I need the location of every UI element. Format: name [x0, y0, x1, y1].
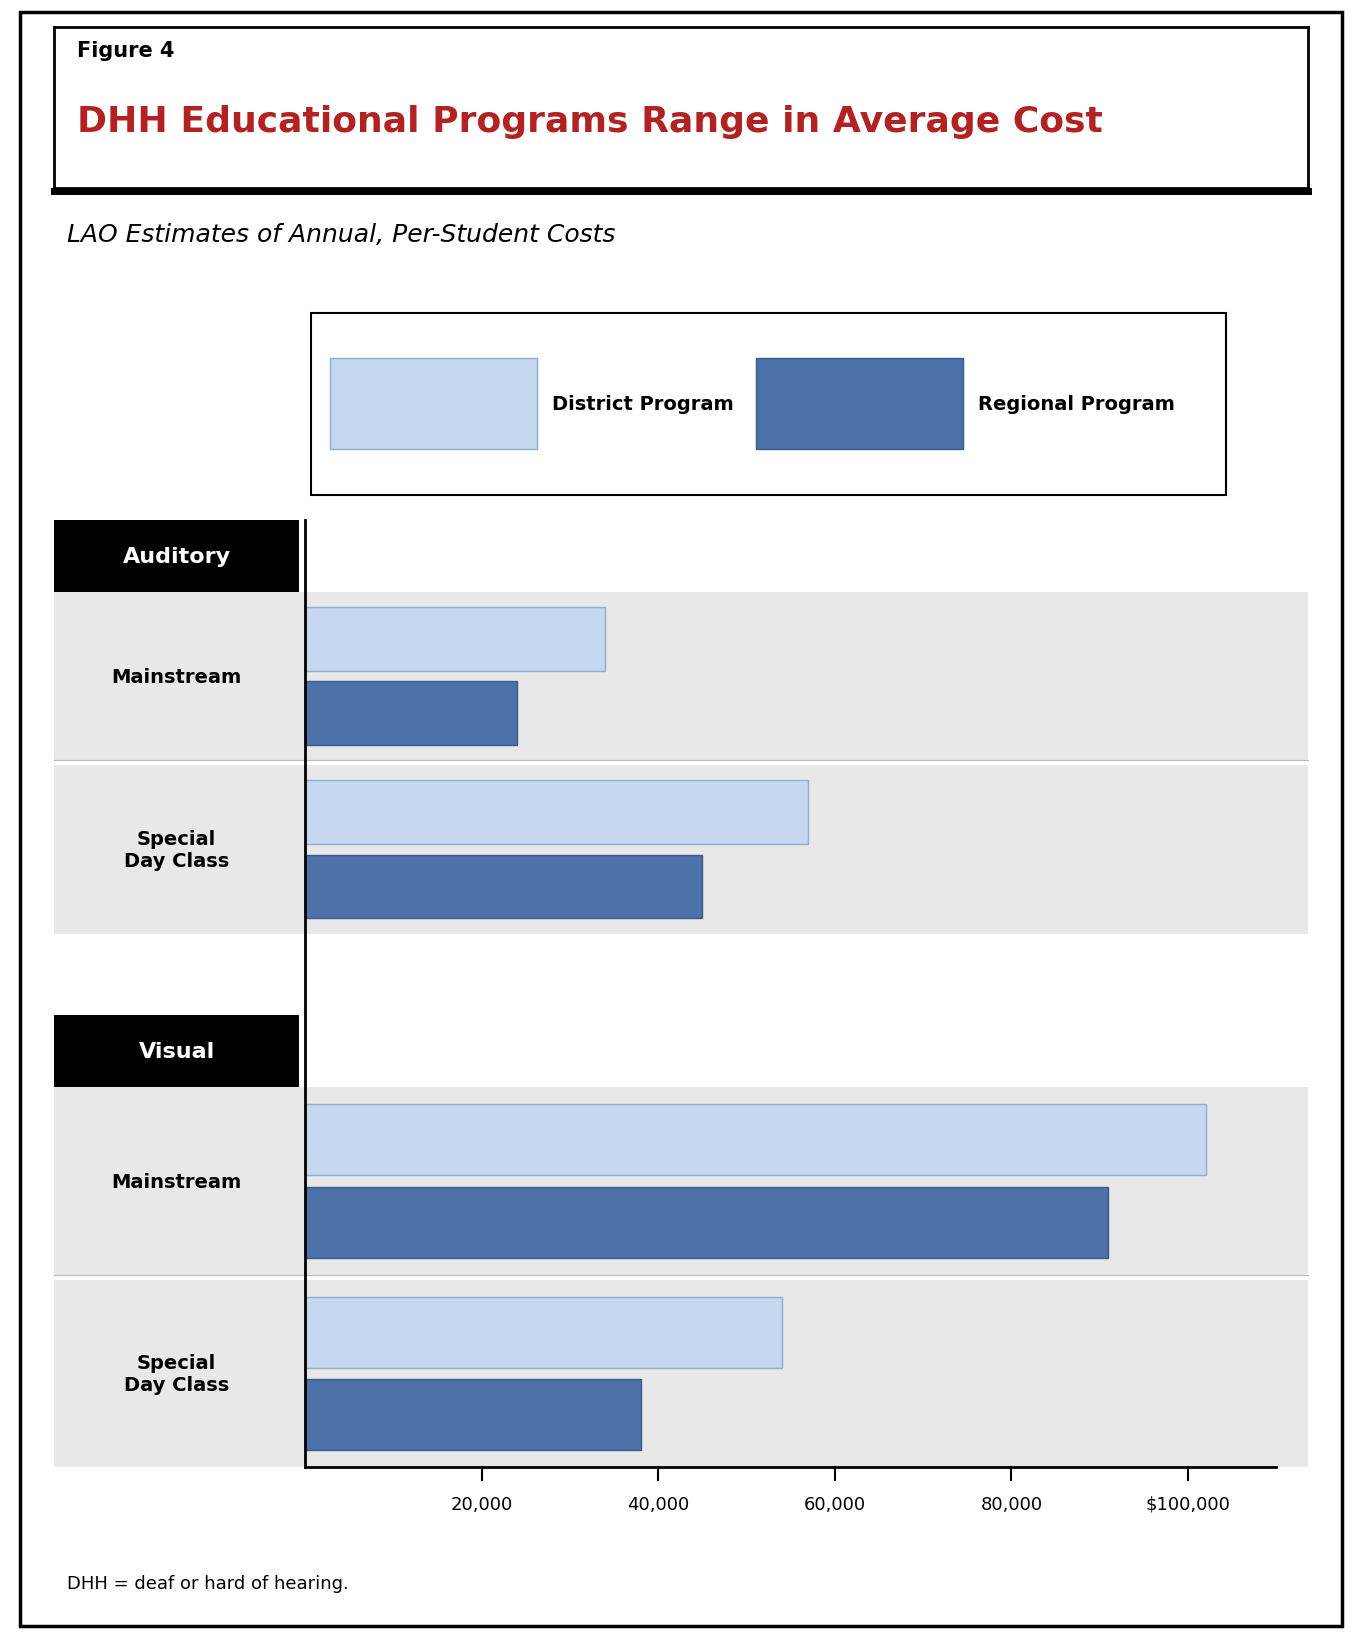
Text: Special
Day Class: Special Day Class — [124, 1352, 229, 1395]
Text: $100,000: $100,000 — [1145, 1495, 1230, 1513]
Text: Mainstream: Mainstream — [112, 1172, 242, 1192]
Text: Mainstream: Mainstream — [112, 667, 242, 687]
Bar — [312, 313, 1226, 495]
Bar — [305, 856, 703, 919]
Text: District Program: District Program — [552, 395, 734, 415]
Text: Visual: Visual — [139, 1042, 215, 1062]
Text: Regional Program: Regional Program — [978, 395, 1175, 415]
Bar — [54, 521, 298, 593]
Bar — [54, 765, 1308, 934]
Bar — [305, 1380, 640, 1451]
Bar — [54, 1088, 1308, 1275]
Text: LAO Estimates of Annual, Per-Student Costs: LAO Estimates of Annual, Per-Student Cos… — [67, 223, 616, 246]
Text: 40,000: 40,000 — [627, 1495, 689, 1513]
Bar — [305, 682, 518, 746]
Bar — [330, 359, 537, 451]
Bar — [305, 780, 808, 844]
Bar — [305, 1105, 1205, 1175]
Bar — [54, 1280, 1308, 1467]
Bar — [305, 1187, 1109, 1259]
Bar — [756, 359, 963, 451]
Bar — [305, 1296, 782, 1369]
Text: Auditory: Auditory — [123, 547, 230, 567]
Bar — [54, 1016, 298, 1088]
Text: Special
Day Class: Special Day Class — [124, 829, 229, 870]
Text: DHH = deaf or hard of hearing.: DHH = deaf or hard of hearing. — [67, 1575, 349, 1591]
Text: 80,000: 80,000 — [981, 1495, 1042, 1513]
Bar — [54, 593, 1308, 760]
Bar — [305, 608, 605, 672]
Text: DHH Educational Programs Range in Average Cost: DHH Educational Programs Range in Averag… — [78, 105, 1103, 139]
Text: 20,000: 20,000 — [451, 1495, 512, 1513]
Text: 60,000: 60,000 — [804, 1495, 866, 1513]
Text: Figure 4: Figure 4 — [78, 41, 174, 61]
